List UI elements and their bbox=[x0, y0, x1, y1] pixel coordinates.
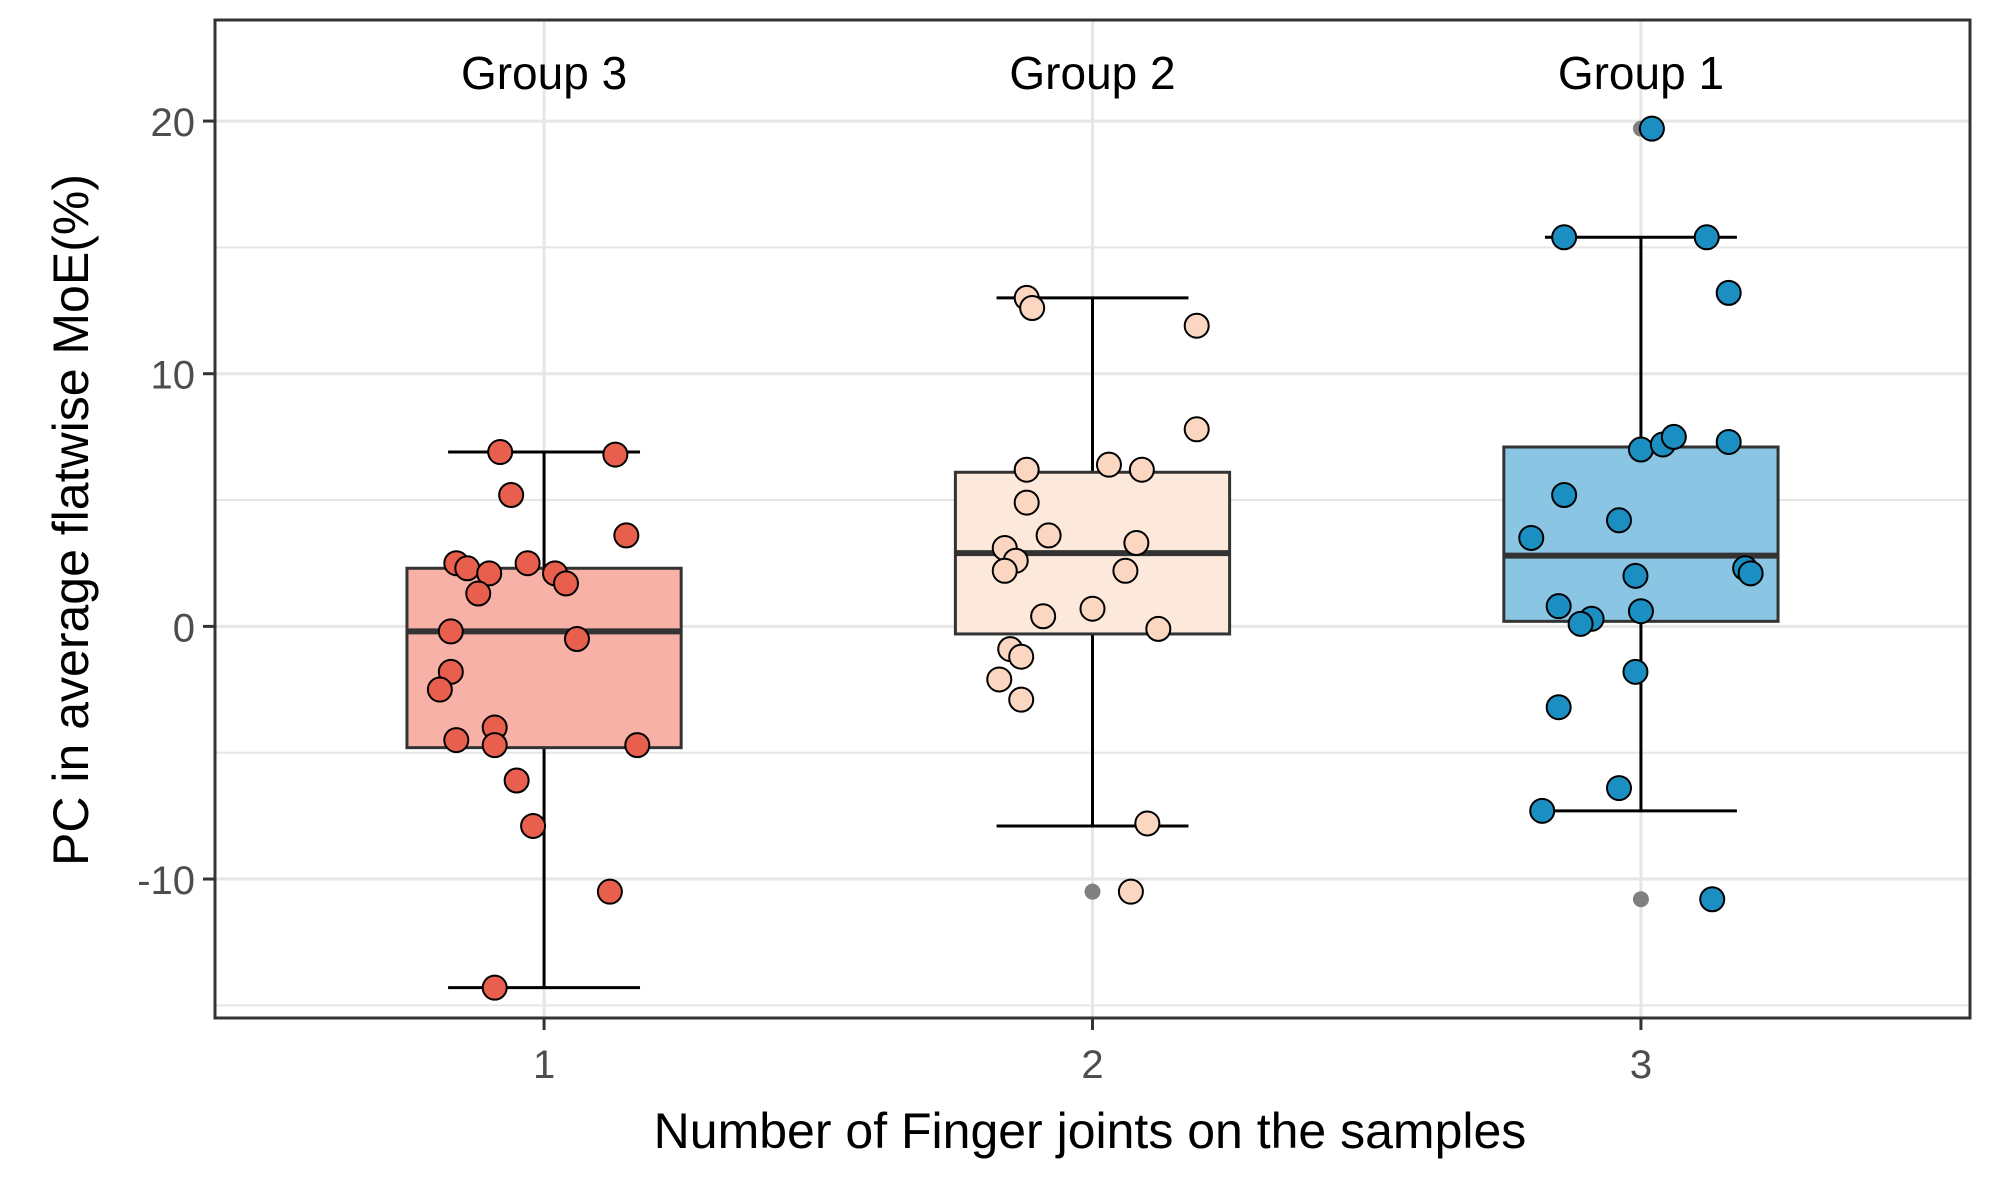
data-point bbox=[1529, 797, 1556, 824]
outlier-point bbox=[1632, 891, 1649, 908]
data-point bbox=[1715, 428, 1742, 455]
data-point bbox=[481, 974, 508, 1001]
group-label: Group 2 bbox=[1009, 47, 1175, 99]
data-point bbox=[1693, 224, 1720, 251]
data-point bbox=[1123, 530, 1150, 557]
data-point bbox=[1622, 562, 1649, 589]
data-point bbox=[991, 557, 1018, 584]
data-point bbox=[1128, 456, 1155, 483]
data-point bbox=[1622, 658, 1649, 685]
data-point bbox=[596, 878, 623, 905]
data-point bbox=[437, 618, 464, 645]
y-tick-label: 10 bbox=[151, 354, 196, 398]
data-point bbox=[1183, 416, 1210, 443]
box-iqr bbox=[1502, 445, 1780, 623]
data-point bbox=[1145, 615, 1172, 642]
y-tick-label: -10 bbox=[137, 859, 195, 903]
axes: -10 0 10 20 1 2 3 bbox=[137, 101, 1652, 1087]
data-point bbox=[602, 441, 629, 468]
x-tick-label: 2 bbox=[1081, 1043, 1103, 1087]
data-point bbox=[1627, 598, 1654, 625]
data-point bbox=[1013, 456, 1040, 483]
data-point bbox=[520, 812, 547, 839]
data-point bbox=[1030, 603, 1057, 630]
y-tick-label: 0 bbox=[173, 606, 195, 650]
data-point bbox=[1660, 423, 1687, 450]
data-point bbox=[426, 676, 453, 703]
data-point bbox=[487, 439, 514, 466]
data-point bbox=[1551, 481, 1578, 508]
data-points bbox=[426, 115, 1764, 1001]
data-point bbox=[503, 767, 530, 794]
data-point bbox=[1019, 295, 1046, 322]
group-label: Group 3 bbox=[461, 47, 627, 99]
data-point bbox=[1013, 489, 1040, 516]
data-point bbox=[476, 560, 503, 587]
group-labels: Group 3 Group 2 Group 1 bbox=[461, 47, 1724, 99]
data-point bbox=[1035, 522, 1062, 549]
data-point bbox=[624, 732, 651, 759]
box-iqr bbox=[405, 566, 683, 750]
x-tick-label: 1 bbox=[533, 1043, 555, 1087]
data-point bbox=[986, 666, 1013, 693]
data-point bbox=[1606, 775, 1632, 802]
data-point bbox=[1117, 878, 1144, 905]
data-point bbox=[1737, 560, 1764, 587]
data-point bbox=[1112, 557, 1139, 584]
data-point bbox=[1545, 694, 1572, 721]
data-point bbox=[465, 580, 492, 607]
y-axis-title: PC in average flatwise MoE(%) bbox=[43, 174, 99, 866]
data-point bbox=[1606, 507, 1632, 534]
data-point bbox=[514, 550, 541, 577]
data-point bbox=[1715, 279, 1742, 306]
data-point bbox=[1183, 312, 1210, 339]
data-point bbox=[498, 481, 525, 508]
y-tick-label: 20 bbox=[151, 101, 196, 145]
group-label: Group 1 bbox=[1558, 47, 1724, 99]
data-point bbox=[1551, 224, 1578, 251]
data-point bbox=[1008, 643, 1035, 670]
outlier-point bbox=[1084, 883, 1101, 900]
x-axis-title: Number of Finger joints on the samples bbox=[654, 1103, 1527, 1159]
data-point bbox=[1134, 810, 1161, 837]
data-point bbox=[1008, 686, 1035, 713]
data-point bbox=[1518, 524, 1545, 551]
data-point bbox=[1627, 436, 1654, 463]
data-point bbox=[481, 732, 508, 759]
data-point bbox=[1699, 886, 1726, 913]
data-point bbox=[563, 626, 590, 653]
x-tick-label: 3 bbox=[1630, 1043, 1652, 1087]
data-point bbox=[1545, 593, 1572, 620]
data-point bbox=[613, 522, 640, 549]
data-point bbox=[1638, 115, 1665, 142]
data-point bbox=[1567, 610, 1594, 637]
data-point bbox=[1079, 595, 1106, 622]
data-point bbox=[553, 570, 579, 597]
data-point bbox=[443, 727, 470, 754]
data-point bbox=[1095, 451, 1122, 478]
data-point bbox=[454, 555, 481, 582]
